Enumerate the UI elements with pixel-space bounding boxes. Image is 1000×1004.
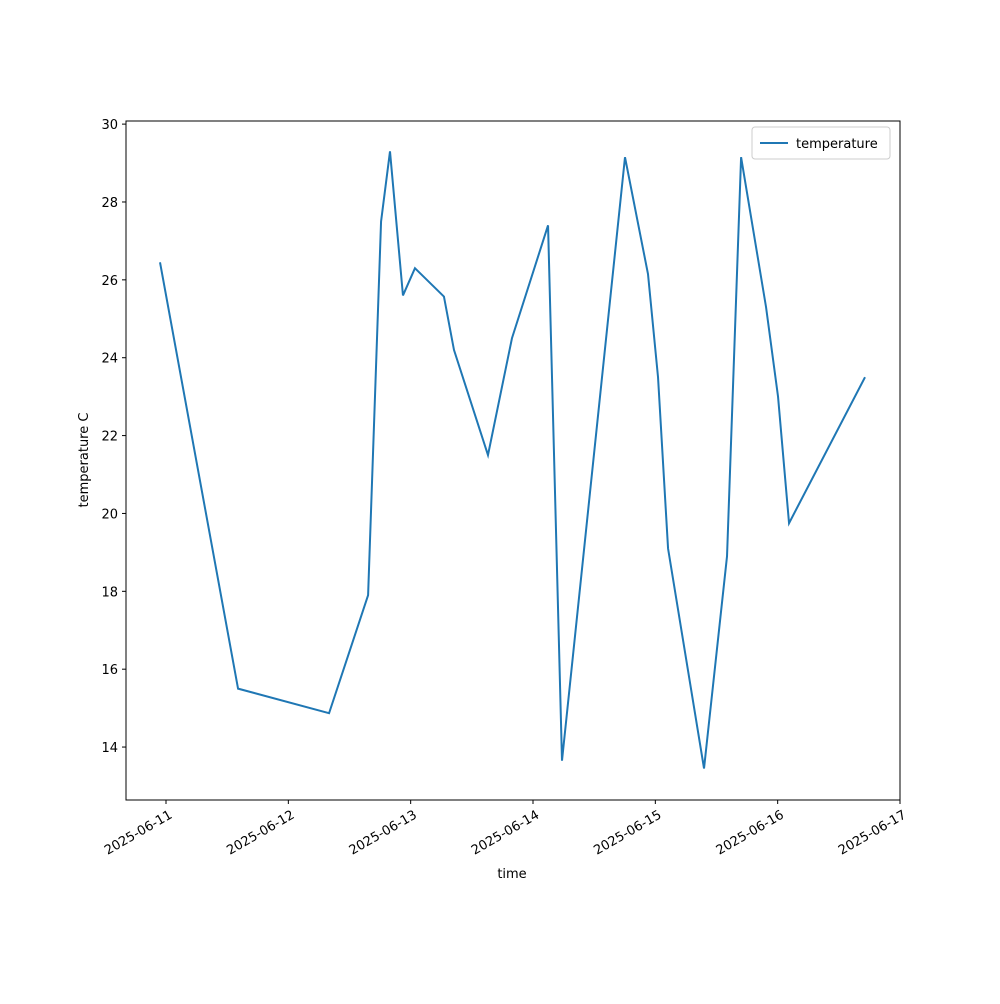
x-tick-label: 2025-06-13	[347, 808, 420, 859]
y-tick-label: 30	[101, 118, 118, 133]
x-axis-label: time	[497, 867, 526, 882]
x-tick-label: 2025-06-16	[714, 808, 787, 859]
y-tick-label: 20	[101, 507, 118, 522]
x-tick-label: 2025-06-15	[591, 808, 664, 859]
y-tick-label: 26	[101, 274, 118, 289]
y-tick-label: 14	[101, 741, 118, 756]
y-tick-label: 22	[101, 430, 118, 445]
y-tick-label: 24	[101, 352, 118, 367]
y-tick-label: 18	[101, 585, 118, 600]
x-tick-label: 2025-06-14	[469, 808, 542, 859]
y-tick-label: 28	[101, 196, 118, 211]
line	[159, 151, 866, 769]
x-tick-label: 2025-06-12	[224, 808, 297, 859]
x-tick-label: 2025-06-17	[836, 808, 909, 859]
legend-label: temperature	[796, 137, 878, 152]
x-tick-label: 2025-06-11	[102, 808, 175, 859]
y-axis-label: temperature C	[77, 413, 92, 508]
y-tick-label: 16	[101, 663, 118, 678]
legend-box	[751, 126, 891, 160]
axes-frame	[125, 120, 901, 801]
